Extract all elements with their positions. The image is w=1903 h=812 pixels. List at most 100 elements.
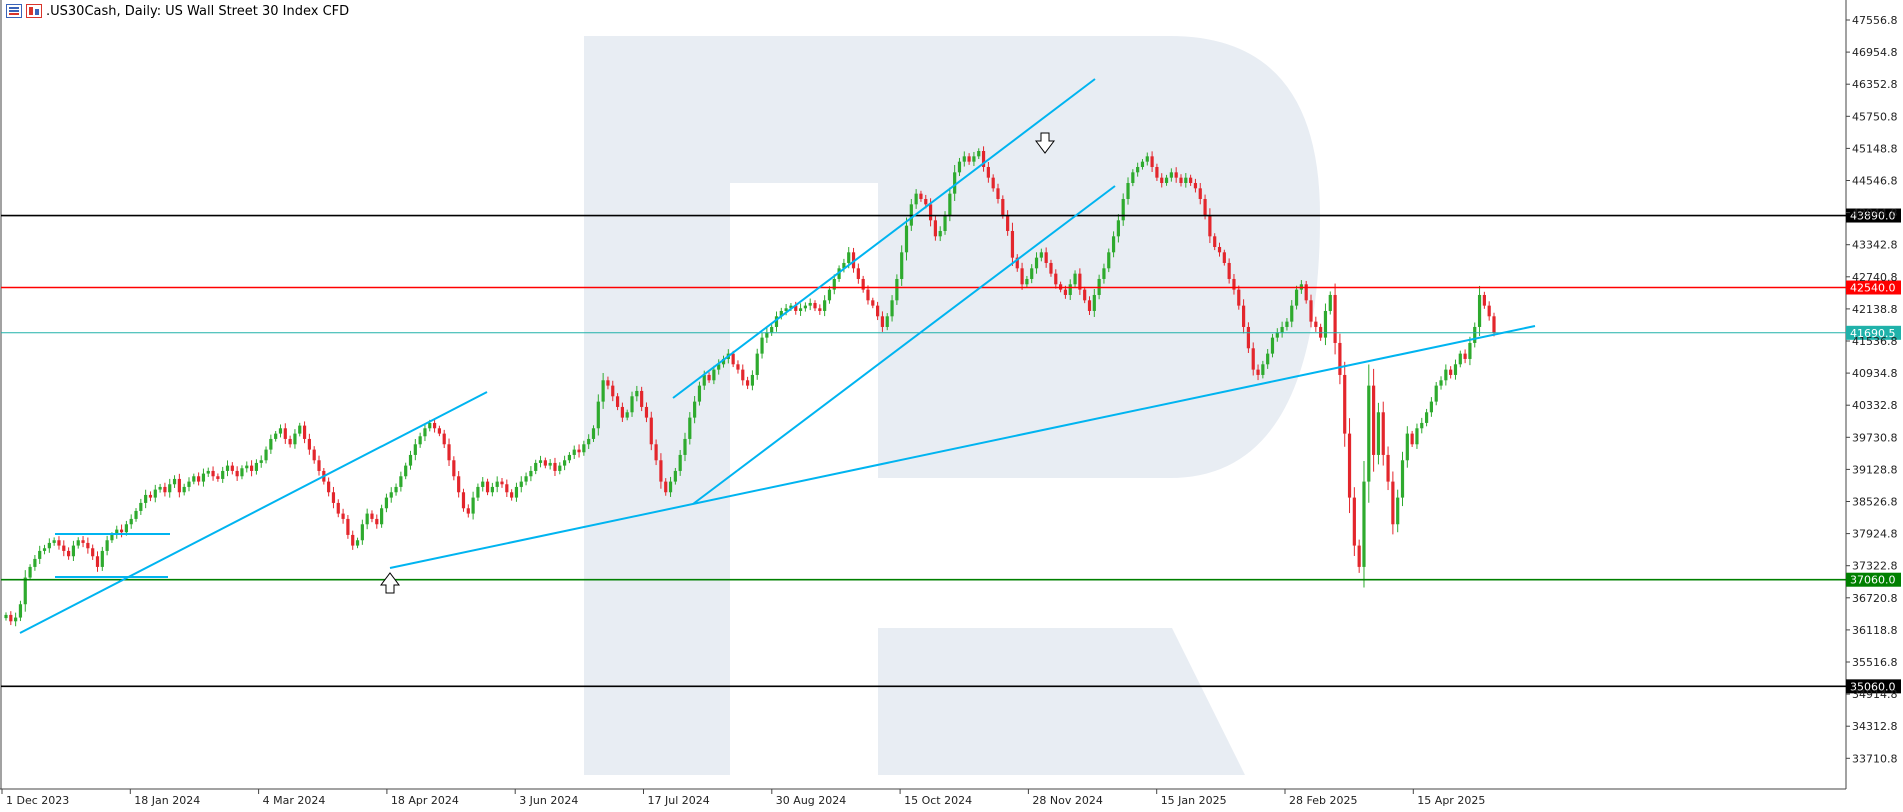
candle-body [230,465,234,471]
candlestick [678,449,682,476]
candle-body [18,604,23,618]
candlestick [582,440,586,456]
candlestick [808,298,812,311]
candle-body [86,542,90,549]
chart-type-icon[interactable] [6,4,22,18]
candlestick [1424,408,1429,427]
level-price-label: 43890.0 [1850,210,1896,223]
candlestick [187,477,191,492]
candle-body [548,462,552,466]
candlestick [1444,364,1448,386]
candlestick [779,307,783,320]
candle-body [461,492,466,509]
candle-body [644,406,649,418]
candle-body [144,494,148,503]
candlestick [370,510,374,523]
candle-body [770,326,774,333]
candlestick [1304,280,1308,304]
candlestick [1328,291,1332,315]
candlestick [1391,471,1395,535]
candlestick [649,411,653,451]
candle-body [1256,369,1260,375]
candle-body [432,422,437,429]
candle-body [1006,214,1010,231]
candlestick [437,425,441,437]
candle-body [67,550,71,557]
candlestick [62,540,66,557]
down-arrow-icon [1035,132,1055,154]
candle-body [640,390,644,407]
candle-body [428,422,432,429]
level-price-tag [1846,325,1901,340]
candle-body [890,300,894,317]
candle-body [129,518,133,525]
price-tick-label: 43944.8 [1852,207,1898,220]
candle-body [558,465,562,471]
candlestick [471,491,475,520]
candle-body [177,478,181,493]
candlestick [693,395,697,424]
candlestick [1266,349,1270,369]
candlestick [1439,376,1443,390]
candlestick [192,473,196,485]
candlestick [1131,169,1135,187]
candle-body [827,289,832,301]
candle-body [1131,172,1135,183]
candlestick [1386,446,1390,491]
candle-body [765,332,769,338]
date-tick-label: 17 Jul 2024 [648,794,710,807]
candle-body [81,540,85,543]
candle-body [1179,177,1183,183]
candle-body [1107,252,1111,269]
candlestick [1083,286,1087,304]
candle-body [307,438,311,450]
candlestick [1136,162,1140,177]
candlestick [524,472,528,486]
candle-body [885,316,889,327]
candlestick [1449,366,1453,379]
price-tick-label: 42740.8 [1852,271,1898,284]
candle-body [1049,262,1053,274]
candle-body [615,396,620,407]
candle-body [1025,278,1029,285]
price-tick-label: 38526.8 [1852,496,1898,509]
candlestick [1068,279,1072,300]
symbol-icon[interactable] [26,4,42,18]
level-price-tag [1846,208,1901,223]
candle-body [1217,246,1222,253]
candlestick [1261,360,1265,379]
candlestick [611,380,615,402]
candle-body [52,540,56,543]
price-tick-label: 35516.8 [1852,656,1898,669]
candlestick [245,461,249,473]
level-price-label: 35060.0 [1850,680,1896,693]
candle-body [1193,182,1198,189]
candlestick [148,491,153,502]
candlestick [1198,183,1202,205]
level-price-tag [1846,572,1901,587]
candle-body [38,550,42,559]
candle-body [529,470,533,477]
date-tick-label: 15 Oct 2024 [904,794,972,807]
candlestick [1415,423,1419,449]
candle-body [380,508,384,525]
candlestick [351,530,355,550]
candle-body [543,460,547,466]
candle-body [274,433,278,439]
candle-body [1126,182,1130,199]
price-tick-label: 46352.8 [1852,78,1898,91]
candlestick [1111,231,1116,258]
candle-body [741,369,745,381]
candle-body [1078,273,1082,290]
price-tick-label: 47556.8 [1852,14,1898,27]
trend-line [19,391,488,634]
candlestick [129,514,133,529]
candlestick [91,544,95,560]
candlestick [457,471,461,498]
candlestick [1241,299,1246,334]
candle-body [331,492,336,503]
candle-body [779,310,783,317]
candle-body [1150,156,1154,167]
candlestick [346,515,350,539]
